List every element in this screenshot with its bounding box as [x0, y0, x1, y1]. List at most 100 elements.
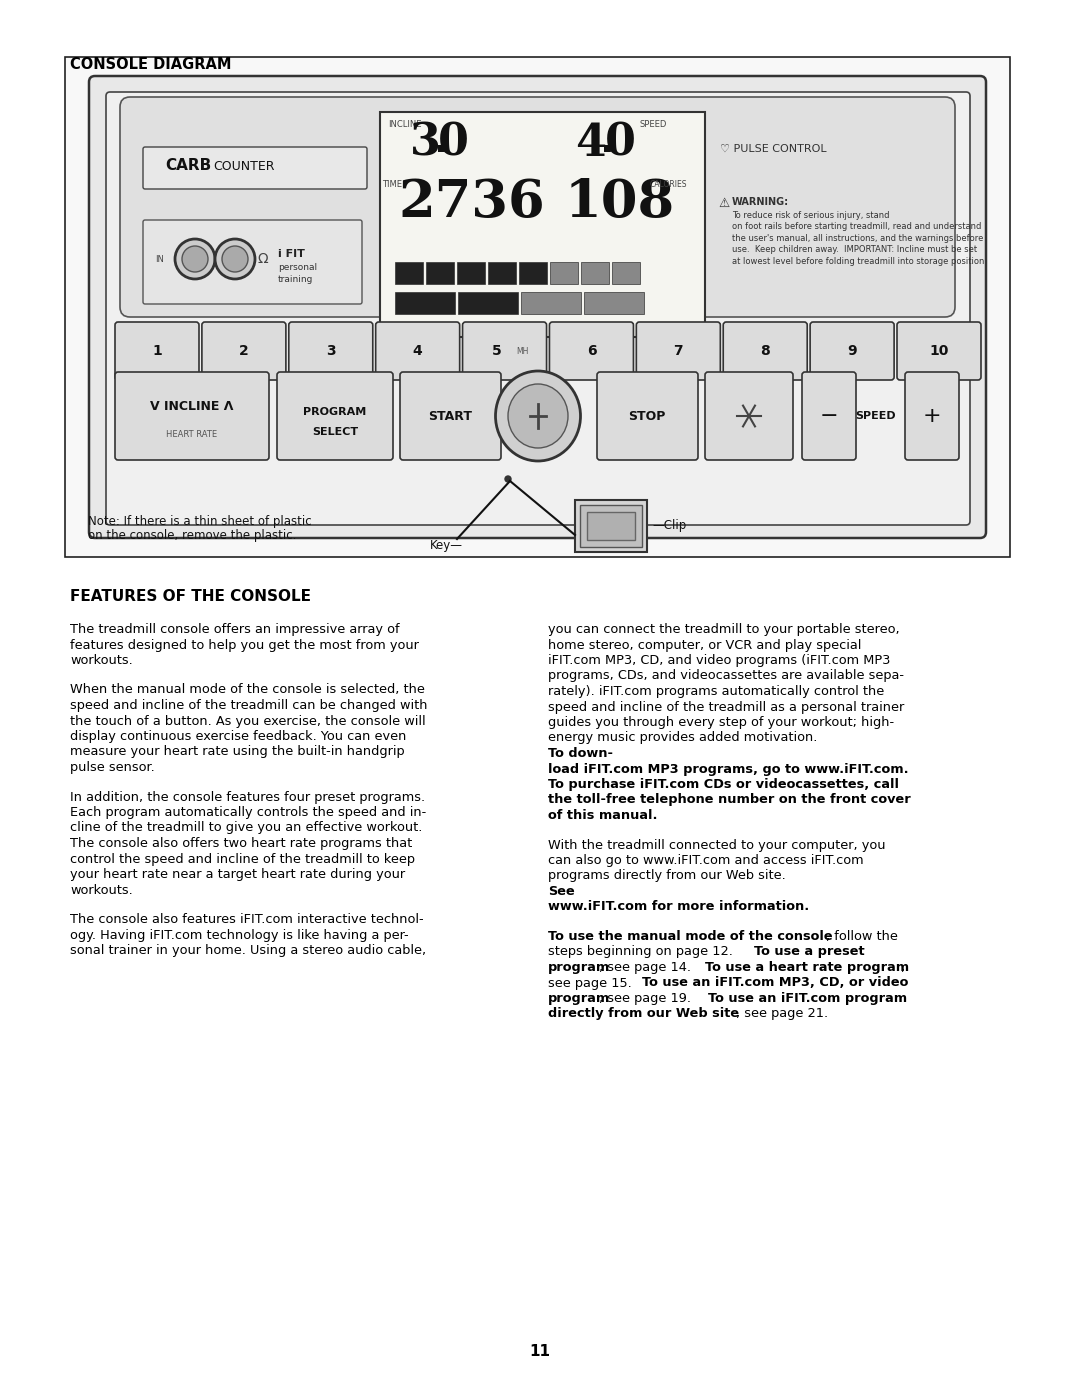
Text: 1: 1 — [152, 344, 162, 358]
Text: To use a preset: To use a preset — [754, 946, 865, 958]
Text: , see page 21.: , see page 21. — [735, 1007, 828, 1020]
Bar — [457, 263, 485, 284]
Text: STOP: STOP — [629, 409, 665, 422]
Ellipse shape — [508, 384, 568, 448]
Text: SPEED: SPEED — [855, 411, 896, 420]
Text: 5: 5 — [491, 344, 501, 358]
Text: MH: MH — [516, 346, 529, 355]
Text: , see page 19.: , see page 19. — [599, 992, 696, 1004]
Circle shape — [505, 476, 511, 482]
Text: i FIT: i FIT — [278, 249, 305, 258]
Text: iFIT.com MP3, CD, and video programs (iFIT.com MP3: iFIT.com MP3, CD, and video programs (iF… — [548, 654, 890, 666]
Circle shape — [222, 246, 248, 272]
Text: your heart rate near a target heart rate during your: your heart rate near a target heart rate… — [70, 868, 405, 882]
Bar — [550, 263, 578, 284]
Text: speed and incline of the treadmill as a personal trainer: speed and incline of the treadmill as a … — [548, 700, 904, 714]
Text: To use an iFIT.com program: To use an iFIT.com program — [708, 992, 907, 1004]
Bar — [380, 112, 705, 337]
Text: To use a heart rate program: To use a heart rate program — [705, 961, 909, 974]
Text: 7: 7 — [674, 344, 684, 358]
Text: .: . — [600, 122, 615, 161]
Text: Ω: Ω — [258, 251, 269, 265]
Text: Key—: Key— — [430, 539, 463, 552]
Text: Note: If there is a thin sheet of plastic: Note: If there is a thin sheet of plasti… — [87, 515, 312, 528]
FancyBboxPatch shape — [202, 321, 286, 380]
Text: V INCLINE Λ: V INCLINE Λ — [150, 400, 233, 412]
Text: FEATURES OF THE CONSOLE: FEATURES OF THE CONSOLE — [70, 590, 311, 604]
Bar — [580, 504, 642, 548]
FancyBboxPatch shape — [597, 372, 698, 460]
Text: The console also features iFIT.com interactive technol-: The console also features iFIT.com inter… — [70, 914, 423, 926]
Text: −: − — [820, 407, 838, 426]
Text: INCLINE: INCLINE — [388, 120, 421, 129]
Text: 6: 6 — [586, 344, 596, 358]
Text: The console also offers two heart rate programs that: The console also offers two heart rate p… — [70, 837, 413, 849]
Text: energy music provides added motivation.: energy music provides added motivation. — [548, 732, 818, 745]
Text: on the console, remove the plastic.: on the console, remove the plastic. — [87, 529, 296, 542]
FancyBboxPatch shape — [724, 321, 807, 380]
Text: features designed to help you get the most from your: features designed to help you get the mo… — [70, 638, 419, 651]
Text: 4: 4 — [575, 122, 606, 165]
Text: CONSOLE DIAGRAM: CONSOLE DIAGRAM — [70, 57, 231, 73]
Bar — [612, 263, 640, 284]
Text: , see page 14.: , see page 14. — [599, 961, 696, 974]
Text: To down-: To down- — [548, 747, 613, 760]
Text: workouts.: workouts. — [70, 654, 133, 666]
Text: programs directly from our Web site.: programs directly from our Web site. — [548, 869, 786, 883]
Text: Each program automatically controls the speed and in-: Each program automatically controls the … — [70, 806, 427, 819]
Text: workouts.: workouts. — [70, 883, 133, 897]
FancyBboxPatch shape — [143, 219, 362, 305]
Text: ♡ PULSE CONTROL: ♡ PULSE CONTROL — [720, 144, 826, 154]
Bar — [395, 292, 455, 314]
FancyBboxPatch shape — [288, 321, 373, 380]
Text: 3: 3 — [326, 344, 336, 358]
FancyBboxPatch shape — [802, 372, 856, 460]
FancyBboxPatch shape — [114, 372, 269, 460]
Text: ⚠: ⚠ — [718, 197, 729, 210]
Bar — [519, 263, 546, 284]
Text: To use an iFIT.com MP3, CD, or video: To use an iFIT.com MP3, CD, or video — [642, 977, 908, 989]
FancyBboxPatch shape — [114, 321, 199, 380]
FancyBboxPatch shape — [705, 372, 793, 460]
Text: IN: IN — [156, 254, 164, 264]
Text: ogy. Having iFIT.com technology is like having a per-: ogy. Having iFIT.com technology is like … — [70, 929, 408, 942]
Bar — [488, 263, 516, 284]
Text: PROGRAM: PROGRAM — [303, 407, 366, 416]
Bar — [521, 292, 581, 314]
Text: personal: personal — [278, 263, 318, 272]
Text: 10: 10 — [929, 344, 948, 358]
FancyBboxPatch shape — [276, 372, 393, 460]
Text: the toll-free telephone number on the front cover: the toll-free telephone number on the fr… — [548, 793, 910, 806]
Text: 3: 3 — [410, 122, 441, 165]
Text: When the manual mode of the console is selected, the: When the manual mode of the console is s… — [70, 683, 424, 697]
Text: SELECT: SELECT — [312, 427, 359, 437]
Bar — [575, 500, 647, 552]
Bar — [588, 511, 635, 541]
Text: 9: 9 — [848, 344, 856, 358]
FancyBboxPatch shape — [400, 372, 501, 460]
Text: CARB: CARB — [165, 158, 212, 173]
Text: In addition, the console features four preset programs.: In addition, the console features four p… — [70, 791, 426, 803]
Text: CALORIES: CALORIES — [650, 180, 688, 189]
Text: load iFIT.com MP3 programs, go to www.iFIT.com.: load iFIT.com MP3 programs, go to www.iF… — [548, 763, 908, 775]
Text: www.iFIT.com for more information.: www.iFIT.com for more information. — [548, 901, 809, 914]
Text: steps beginning on page 12.: steps beginning on page 12. — [548, 946, 737, 958]
Text: —Clip: —Clip — [652, 520, 686, 532]
Text: 2736: 2736 — [399, 177, 544, 228]
Text: speed and incline of the treadmill can be changed with: speed and incline of the treadmill can b… — [70, 698, 428, 712]
Ellipse shape — [496, 372, 581, 461]
FancyBboxPatch shape — [462, 321, 546, 380]
Bar — [458, 292, 518, 314]
FancyBboxPatch shape — [550, 321, 634, 380]
Text: sonal trainer in your home. Using a stereo audio cable,: sonal trainer in your home. Using a ster… — [70, 944, 427, 957]
Text: ,: , — [900, 961, 904, 974]
FancyBboxPatch shape — [810, 321, 894, 380]
FancyBboxPatch shape — [143, 147, 367, 189]
Text: See: See — [548, 886, 575, 898]
Text: program: program — [548, 992, 610, 1004]
Text: To reduce risk of serious injury, stand
on foot rails before starting treadmill,: To reduce risk of serious injury, stand … — [732, 211, 987, 265]
Text: see page 15.: see page 15. — [548, 977, 636, 989]
Text: guides you through every step of your workout; high-: guides you through every step of your wo… — [548, 717, 894, 729]
Text: cline of the treadmill to give you an effective workout.: cline of the treadmill to give you an ef… — [70, 821, 422, 834]
FancyBboxPatch shape — [89, 75, 986, 538]
